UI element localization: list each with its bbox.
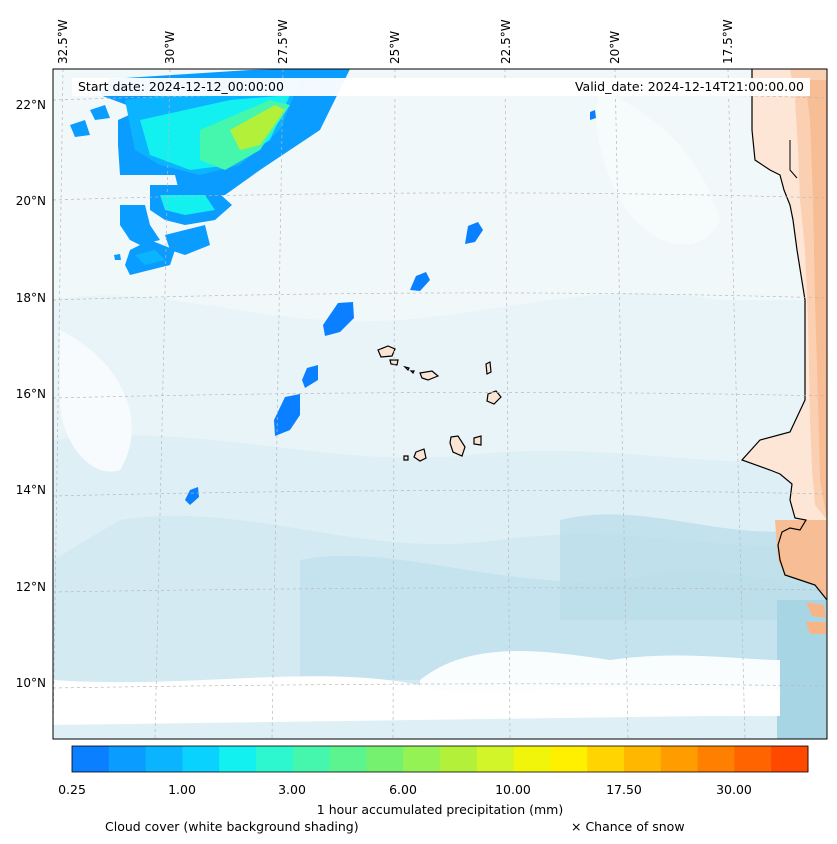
colorbar-swatch (329, 746, 367, 772)
colorbar-swatch (440, 746, 478, 772)
colorbar-tick-label: 17.50 (606, 782, 642, 797)
colorbar-swatch (403, 746, 441, 772)
colorbar-tick-label: 0.25 (58, 782, 86, 797)
snow-legend: × Chance of snow (571, 819, 685, 834)
colorbar-swatch (513, 746, 551, 772)
colorbar (72, 746, 809, 772)
lon-label: 17.5°W (721, 19, 735, 64)
lon-label: 22.5°W (499, 19, 513, 64)
colorbar-swatch (734, 746, 772, 772)
colorbar-swatch (145, 746, 183, 772)
lon-label: 27.5°W (276, 19, 290, 64)
colorbar-swatch (182, 746, 220, 772)
colorbar-swatch (587, 746, 625, 772)
colorbar-tick-label: 3.00 (278, 782, 306, 797)
lon-label: 25°W (388, 30, 402, 64)
lat-label: 16°N (15, 387, 46, 401)
colorbar-swatch (256, 746, 294, 772)
colorbar-tick-label: 30.00 (716, 782, 752, 797)
cloud-cover-legend: Cloud cover (white background shading) (105, 819, 359, 834)
start-date-label: Start date: 2024-12-12_00:00:00 (72, 78, 546, 96)
colorbar-swatch (771, 746, 809, 772)
cape-verde-islands (377, 345, 502, 462)
lat-label: 10°N (15, 676, 46, 690)
colorbar-swatch (624, 746, 662, 772)
colorbar-swatch (660, 746, 699, 772)
colorbar-title: 1 hour accumulated precipitation (mm) (316, 802, 564, 817)
lon-label: 30°W (163, 30, 177, 64)
lat-label: 20°N (15, 194, 46, 208)
colorbar-swatch (697, 746, 735, 772)
map-frame (52, 68, 828, 740)
lat-label: 14°N (15, 483, 46, 497)
lon-label: 32.5°W (56, 19, 70, 64)
precipitation-shading (70, 69, 596, 505)
land-africa (740, 69, 827, 634)
lat-label: 18°N (15, 291, 46, 305)
colorbar-swatch (292, 746, 331, 772)
lat-label: 12°N (15, 580, 46, 594)
colorbar-swatch (550, 746, 588, 772)
colorbar-tick-label: 6.00 (389, 782, 417, 797)
lat-label: 22°N (15, 98, 46, 112)
colorbar-swatch (219, 746, 257, 772)
colorbar-swatch (108, 746, 147, 772)
colorbar-swatch (72, 746, 110, 772)
colorbar-frame (71, 745, 809, 773)
colorbar-swatch (476, 746, 515, 772)
valid-date-label: Valid_date: 2024-12-14T21:00:00.00 (534, 78, 810, 96)
cloud-cover-shading (53, 69, 827, 739)
lon-label: 20°W (608, 30, 622, 64)
colorbar-swatch (366, 746, 404, 772)
colorbar-tick-label: 1.00 (168, 782, 196, 797)
colorbar-tick-label: 10.00 (495, 782, 531, 797)
